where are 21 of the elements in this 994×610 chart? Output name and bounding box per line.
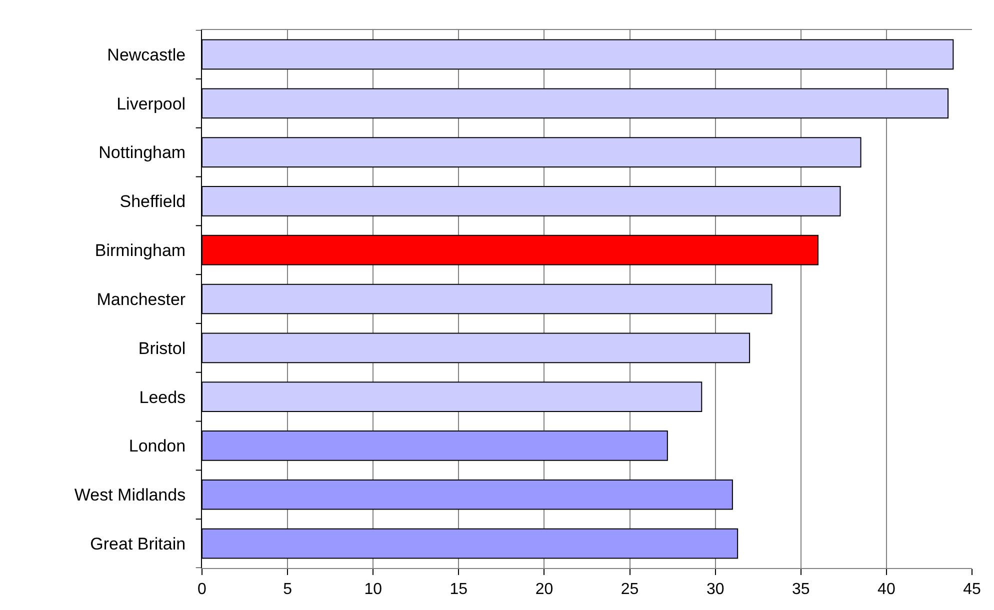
x-tick-label: 30	[706, 581, 724, 598]
y-tick-label: West Midlands	[74, 486, 186, 505]
y-tick-label: Leeds	[139, 388, 186, 407]
x-tick-label: 20	[535, 581, 554, 598]
y-tick-label: Birmingham	[94, 241, 186, 260]
x-tick-label: 10	[364, 581, 382, 598]
x-tick-label: 25	[620, 581, 639, 598]
y-tick-label: London	[128, 436, 186, 456]
x-tick-label: 0	[198, 581, 207, 598]
x-tick-label: 15	[450, 581, 468, 598]
x-tick-label: 35	[792, 581, 810, 598]
y-tick-label: Bristol	[138, 338, 186, 358]
y-tick-label: Great Britain	[90, 534, 186, 554]
y-tick-label: Nottingham	[98, 143, 186, 162]
y-tick-label: Sheffield	[120, 192, 186, 212]
y-tick-label: Newcastle	[107, 45, 186, 64]
x-tick-label: 45	[963, 581, 981, 598]
x-tick-label: 40	[878, 581, 896, 598]
y-tick-label: Manchester	[96, 290, 186, 309]
y-tick-label: Liverpool	[116, 94, 186, 114]
x-tick-label: 5	[283, 581, 292, 598]
